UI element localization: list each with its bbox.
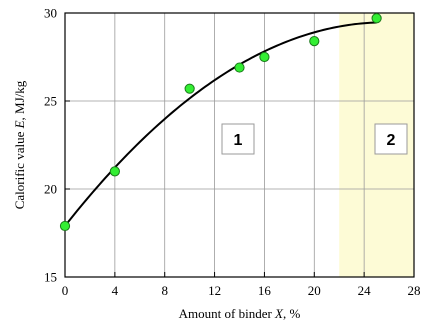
y-axis-label-var: E — [12, 120, 27, 129]
data-point — [259, 51, 270, 63]
x-tick-label: 8 — [161, 283, 168, 298]
y-tick-label: 30 — [44, 6, 57, 21]
x-tick-label: 0 — [62, 283, 69, 298]
data-point — [309, 36, 320, 47]
y-axis-label-suffix: , MJ/kg — [12, 80, 27, 120]
data-point — [234, 62, 245, 73]
data-point — [371, 13, 382, 24]
y-tick-label: 25 — [44, 94, 57, 109]
region-2-label: 2 — [387, 132, 396, 149]
region-1-label: 1 — [234, 132, 243, 149]
x-tick-label: 4 — [112, 283, 119, 298]
x-tick-label: 24 — [358, 283, 372, 298]
region-2-label-box — [374, 123, 408, 155]
x-tick-label: 20 — [308, 283, 321, 298]
data-points — [59, 13, 382, 232]
x-tick-label: 12 — [208, 283, 221, 298]
y-tick-label: 20 — [44, 182, 57, 197]
y-tick-label: 15 — [44, 270, 57, 285]
plot-frame — [64, 12, 415, 278]
x-axis-label-prefix: Amount of binder — [179, 306, 275, 321]
region-1-label-box — [221, 123, 255, 155]
fit-curve — [64, 21, 377, 227]
x-axis-label: Amount of binder X, % — [179, 306, 301, 321]
data-point — [184, 83, 195, 94]
region-1-band — [65, 13, 340, 277]
x-axis-label-suffix: , % — [283, 306, 301, 321]
x-tick-label: 16 — [258, 283, 272, 298]
x-axis-label-var: X — [274, 306, 284, 321]
y-axis-label-prefix: Calorific value — [12, 128, 27, 209]
grid-lines — [65, 13, 414, 277]
axis-ticks — [64, 12, 415, 278]
x-tick-label: 28 — [408, 283, 421, 298]
data-point — [109, 166, 120, 177]
y-axis-label: Calorific value E, MJ/kg — [12, 80, 27, 209]
data-point — [59, 220, 71, 232]
